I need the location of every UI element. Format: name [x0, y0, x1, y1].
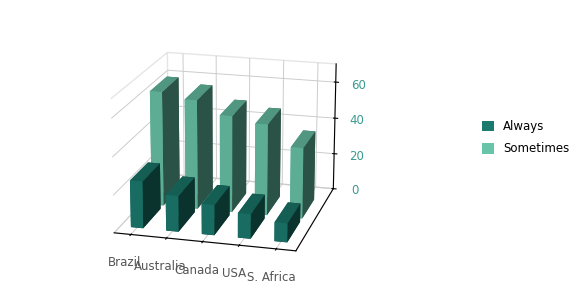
Legend: Always, Sometimes: Always, Sometimes	[477, 115, 574, 160]
